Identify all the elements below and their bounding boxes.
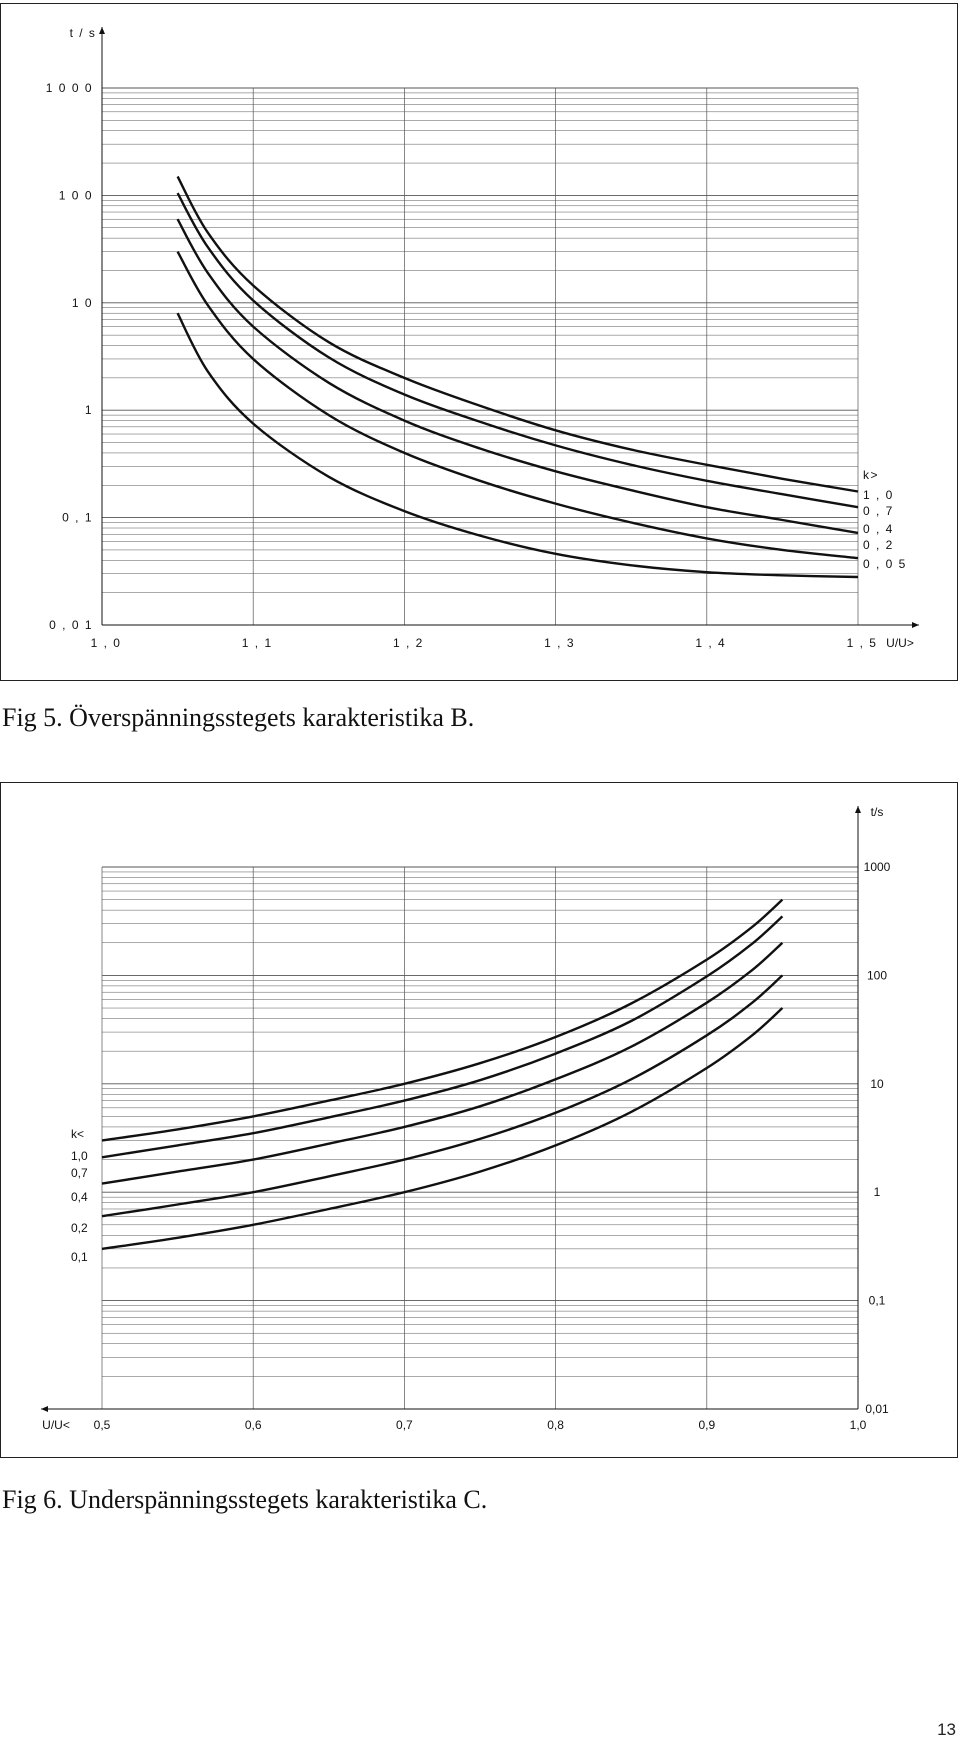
series-curve — [101, 941, 784, 1185]
legend-entry: 0 , 2 — [863, 538, 894, 552]
x-tick-label: 0,9 — [698, 1418, 715, 1432]
legend-entry: 1 , 0 — [863, 488, 894, 502]
x-tick-label: 1 , 3 — [544, 636, 575, 650]
figure-5-chart-frame: 0 , 0 1 0 , 1 1 1 0 1 0 0 1 0 0 0 1 , 0 1 , 1 1 … — [0, 3, 958, 681]
legend-entry: 0 , 7 — [863, 504, 894, 518]
legend-entry: 0,1 — [71, 1250, 88, 1264]
legend-entry: 0 , 0 5 — [863, 557, 907, 571]
y-tick-label: 0,01 — [865, 1402, 889, 1416]
x-tick-label: 1 , 4 — [695, 636, 726, 650]
legend-entry: 0,2 — [71, 1221, 88, 1235]
series-curve — [176, 175, 859, 493]
y-axis-arrow — [855, 806, 861, 813]
y-tick-label: 0,1 — [869, 1294, 886, 1308]
series-curve — [101, 898, 784, 1142]
x-tick-label: 0,5 — [94, 1418, 111, 1432]
x-tick-label: 0,6 — [245, 1418, 262, 1432]
y-tick-label: 1 0 0 — [59, 188, 93, 202]
series-curve — [176, 218, 859, 535]
page-number: 13 — [937, 1720, 956, 1739]
figure-6-caption: Fig 6. Underspänningsstegets karakterist… — [2, 1485, 488, 1514]
y-tick-label: 0 , 1 — [62, 511, 93, 525]
x-axis-arrow — [41, 1406, 48, 1412]
y-axis-label: t/s — [871, 805, 884, 819]
figure-5-caption: Fig 5. Överspänningsstegets karakteristi… — [2, 703, 475, 732]
x-tick-label: 1 , 1 — [242, 636, 273, 650]
series-curve — [101, 1007, 784, 1251]
y-axis-arrow — [99, 27, 105, 34]
series-curve — [101, 974, 784, 1218]
figure-6-chart-frame: 0,01 0,1 1 10 100 1000 0,5 0,6 0,7 0,8 0,9 1,0 t/s U/… — [0, 782, 958, 1458]
y-tick-label: 10 — [870, 1077, 884, 1091]
series-curve — [176, 251, 859, 560]
series-curve — [176, 192, 859, 509]
y-tick-label: 1 — [874, 1185, 881, 1199]
legend-entry: 0,7 — [71, 1166, 88, 1180]
x-tick-label: 0,7 — [396, 1418, 413, 1432]
figure-5-chart: 0 , 0 1 0 , 1 1 1 0 1 0 0 1 0 0 0 1 , 0 1 , 1 1 … — [46, 26, 919, 650]
y-tick-label: 1 — [85, 403, 93, 417]
series-curve — [101, 915, 784, 1159]
y-tick-label: 1000 — [864, 860, 891, 874]
y-tick-label: 100 — [867, 968, 887, 982]
legend-title: k> — [863, 468, 879, 482]
legend-entry: 0 , 4 — [863, 522, 894, 536]
series-curve — [176, 312, 859, 579]
x-tick-label: 1 , 5 — [847, 636, 878, 650]
x-axis-label: U/U> — [886, 636, 914, 650]
x-tick-label: 1,0 — [850, 1418, 867, 1432]
legend-entry: 1,0 — [71, 1149, 88, 1163]
legend-entry: 0,4 — [71, 1190, 88, 1204]
y-tick-label: 0 , 0 1 — [49, 618, 93, 632]
x-tick-label: 1 , 2 — [393, 636, 424, 650]
y-axis-label: t / s — [70, 26, 97, 40]
y-tick-label: 1 0 0 0 — [46, 81, 93, 95]
x-tick-label: 1 , 0 — [91, 636, 122, 650]
figure-6-chart: 0,01 0,1 1 10 100 1000 0,5 0,6 0,7 0,8 0,9 1,0 t/s U/… — [41, 805, 891, 1432]
y-tick-label: 1 0 — [72, 296, 93, 310]
x-axis-arrow — [912, 622, 919, 628]
legend-title: k< — [71, 1127, 84, 1141]
x-axis-label: U/U< — [42, 1418, 70, 1432]
x-tick-label: 0,8 — [547, 1418, 564, 1432]
